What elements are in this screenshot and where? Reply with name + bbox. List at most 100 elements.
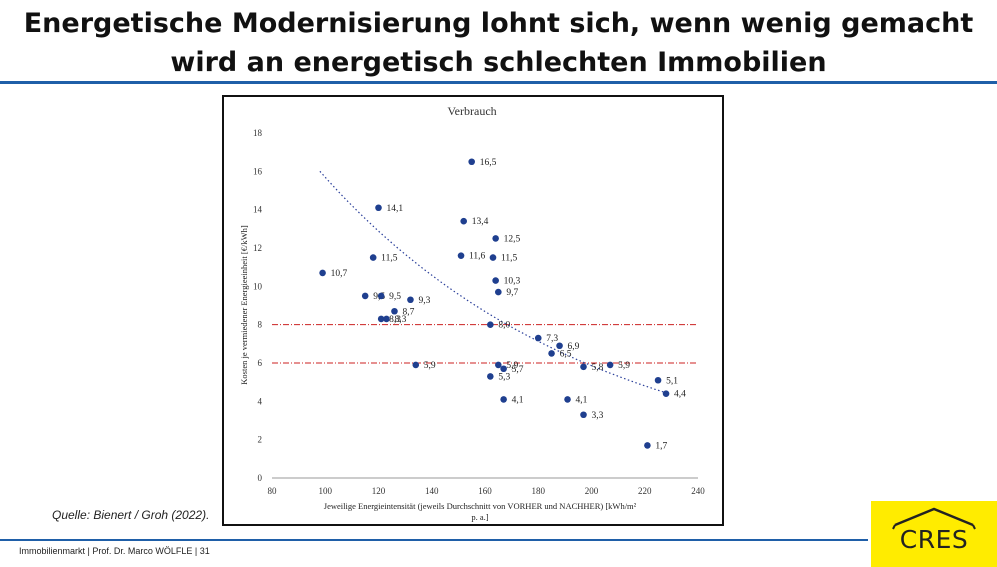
data-label: 5,1 (666, 376, 678, 386)
data-label: 8,3 (394, 315, 406, 325)
data-label: 16,5 (480, 158, 497, 168)
reference-lines (272, 324, 698, 364)
scatter-chart: Verbrauch 80 100 120 140 160 180 200 220 240 0 2 4 6… (239, 104, 705, 522)
data-point (391, 307, 398, 315)
data-point (375, 204, 382, 212)
data-label: 7,3 (546, 334, 558, 344)
x-tick-label: 240 (691, 486, 705, 496)
data-point (468, 158, 475, 166)
data-label: 5,9 (506, 361, 518, 371)
data-label: 11,5 (381, 254, 398, 264)
data-label: 8,7 (402, 307, 414, 317)
data-point (495, 288, 502, 296)
data-point (556, 342, 563, 350)
data-points: 16,5 14,1 13,4 12,5 11,6 11,5 11,5 10,7 10,39,7 9… (319, 158, 686, 451)
data-point (412, 361, 420, 369)
x-tick-label: 160 (478, 486, 492, 496)
data-point (377, 315, 385, 323)
y-tick-label: 2 (258, 435, 263, 445)
data-point (654, 376, 662, 384)
data-point (500, 396, 507, 403)
data-label: 3,3 (592, 411, 604, 421)
data-point (460, 217, 467, 225)
data-point (457, 252, 465, 259)
slide-title: Energetische Modernisierung lohnt sich, … (0, 4, 997, 82)
data-label: 9,7 (506, 288, 518, 298)
data-point (407, 296, 414, 304)
data-label: 4,1 (512, 395, 524, 405)
x-tick-label: 120 (372, 486, 386, 496)
data-point (644, 442, 651, 449)
slide-title-line1: Energetische Modernisierung lohnt sich, … (23, 8, 974, 39)
data-point (580, 363, 587, 371)
data-point (662, 390, 670, 397)
x-tick-label: 100 (319, 486, 333, 496)
data-point (361, 292, 369, 300)
data-point (489, 254, 497, 261)
data-point (487, 373, 494, 380)
data-label: 8,0 (498, 321, 510, 331)
y-tick-label: 4 (258, 396, 263, 406)
data-label: 13,4 (472, 217, 489, 227)
footer-rule (0, 539, 868, 541)
data-point (319, 269, 326, 277)
x-axis-label-line1: Jeweilige Energieintensität (jeweils Dur… (324, 501, 637, 511)
data-label: 5,3 (498, 372, 510, 382)
data-label: 11,5 (501, 254, 518, 264)
source-citation: Quelle: Bienert / Groh (2022). (52, 508, 210, 522)
data-label: 9,3 (418, 296, 430, 306)
data-label: 14,1 (387, 204, 404, 214)
data-point (606, 361, 614, 369)
y-tick-label: 10 (253, 281, 263, 291)
data-label: 8,3 (389, 315, 401, 325)
chart-title: Verbrauch (447, 104, 496, 118)
data-label: 6,9 (568, 342, 580, 352)
y-tick-label: 16 (253, 166, 263, 176)
data-label: 4,4 (674, 390, 686, 400)
footer-text: Immobilienmarkt | Prof. Dr. Marco WÖLFLE… (19, 546, 210, 556)
cres-logo: CRES (871, 501, 997, 567)
x-tick-label: 220 (638, 486, 652, 496)
data-label: 9,5 (389, 292, 401, 302)
data-label: 5,8 (592, 363, 604, 373)
roof-icon (892, 507, 976, 530)
data-label: 11,6 (469, 252, 486, 262)
y-axis-label: Kosten je vermiedener Energieeinheit [€/… (239, 225, 249, 385)
data-point (548, 350, 555, 357)
x-axis-label-line2: p. a.] (471, 512, 488, 522)
data-label: 12,5 (504, 234, 521, 244)
data-point (369, 254, 377, 261)
data-label: 5,9 (424, 361, 436, 371)
data-label: 5,7 (512, 365, 524, 375)
data-point (564, 396, 571, 403)
data-point (377, 292, 385, 300)
x-tick-label: 200 (585, 486, 599, 496)
data-point (492, 235, 499, 242)
data-point (492, 277, 499, 284)
data-label: 6,5 (560, 349, 572, 359)
axes: 80 100 120 140 160 180 200 220 240 0 2 4 6 8 10 12 14 16 1… (253, 128, 705, 496)
data-point (495, 361, 502, 369)
y-tick-label: 18 (253, 128, 263, 138)
slide-title-line2: wird an energetisch schlechten Immobilie… (170, 47, 827, 78)
x-tick-label: 180 (532, 486, 546, 496)
data-point (487, 321, 494, 328)
x-tick-label: 80 (268, 486, 278, 496)
data-point (534, 334, 542, 342)
x-tick-label: 140 (425, 486, 439, 496)
data-label: 10,7 (331, 269, 348, 279)
data-label: 1,7 (655, 441, 667, 451)
data-point (580, 411, 587, 419)
data-point (383, 315, 390, 323)
data-label: 5,9 (618, 361, 630, 371)
logo-text: CRES (899, 525, 969, 554)
y-tick-label: 12 (253, 243, 262, 253)
chart-frame: Verbrauch 80 100 120 140 160 180 200 220 240 0 2 4 6… (222, 95, 724, 526)
y-tick-label: 14 (253, 205, 263, 215)
data-label: 10,3 (504, 277, 521, 287)
data-point (500, 365, 507, 373)
y-tick-label: 8 (258, 320, 263, 330)
y-tick-label: 0 (258, 473, 263, 483)
data-label: 4,1 (576, 395, 588, 405)
y-tick-label: 6 (258, 358, 263, 368)
